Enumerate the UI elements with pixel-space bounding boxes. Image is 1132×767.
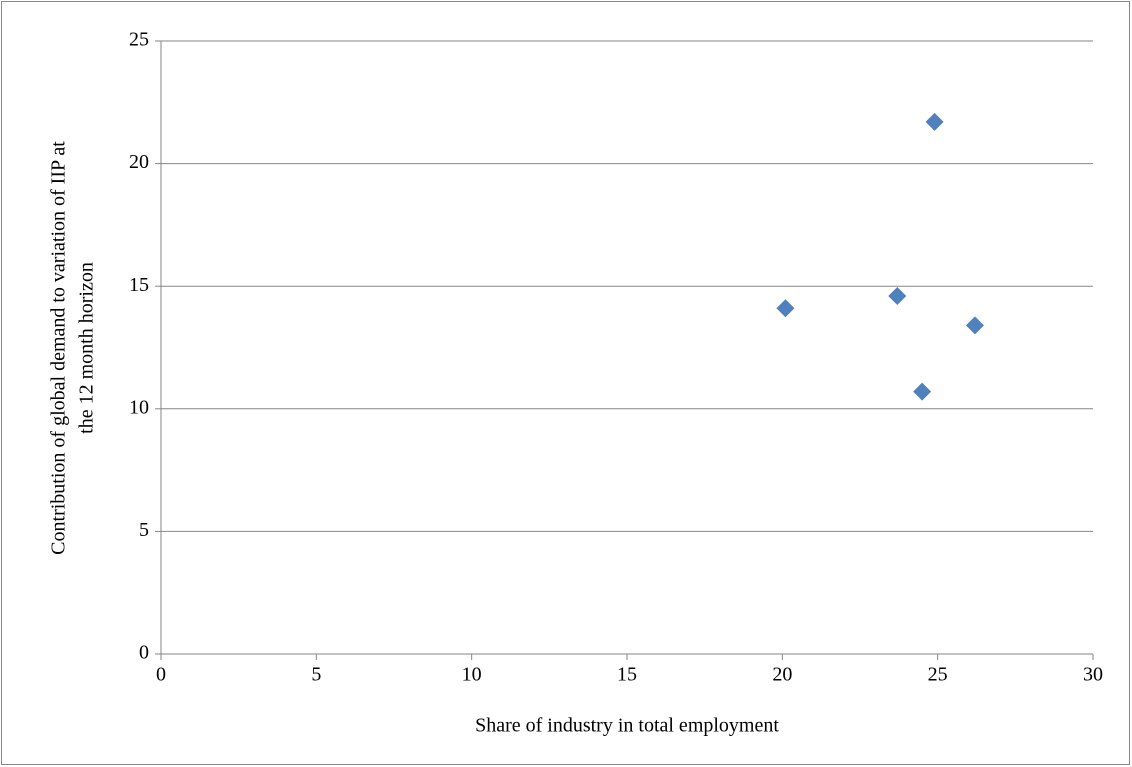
x-tick-label: 15 bbox=[617, 664, 637, 686]
y-tick-label: 0 bbox=[139, 642, 149, 664]
x-tick-label: 5 bbox=[311, 664, 321, 686]
point bbox=[965, 316, 984, 335]
x-tick-label: 0 bbox=[156, 664, 166, 686]
y-tick-label: 20 bbox=[129, 151, 149, 173]
point bbox=[913, 382, 932, 401]
y-tick-label: 10 bbox=[129, 396, 149, 418]
point bbox=[776, 299, 795, 318]
y-axis-label: the 12 month horizon bbox=[76, 262, 98, 434]
point bbox=[925, 112, 944, 131]
x-tick-label: 30 bbox=[1083, 664, 1103, 686]
x-tick-label: 20 bbox=[772, 664, 792, 686]
point bbox=[888, 287, 907, 306]
x-tick-label: 25 bbox=[928, 664, 948, 686]
x-tick-label: 10 bbox=[462, 664, 482, 686]
x-axis-label: Share of industry in total employment bbox=[475, 715, 779, 737]
y-axis-label: Contribution of global demand to variati… bbox=[48, 141, 70, 555]
y-tick-label: 5 bbox=[139, 519, 149, 541]
y-tick-label: 15 bbox=[129, 274, 149, 296]
y-tick-label: 25 bbox=[129, 29, 149, 51]
